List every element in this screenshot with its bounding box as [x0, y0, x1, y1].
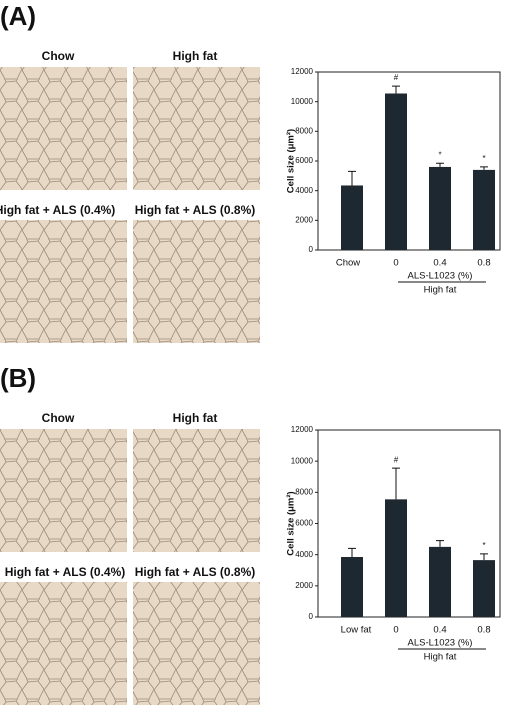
micrograph	[133, 67, 260, 190]
y-tick-label: 8000	[295, 126, 313, 135]
panel-label: (A)	[0, 1, 36, 31]
y-tick-label: 10000	[291, 97, 314, 106]
bar	[385, 499, 407, 617]
error-bar	[348, 170, 356, 186]
y-axis-label: Cell size (μm²)	[286, 491, 297, 555]
panel-label: (B)	[0, 363, 36, 393]
micrograph	[133, 220, 260, 343]
y-tick-label: 4000	[295, 550, 313, 559]
image-caption: High fat	[173, 49, 218, 63]
x-tick-label: 0.4	[433, 258, 446, 269]
error-bar	[392, 467, 400, 500]
group-label: ALS-L1023 (%)	[408, 638, 473, 649]
micrograph	[0, 582, 127, 705]
significance-mark: *	[482, 154, 485, 163]
image-caption: Chow	[42, 49, 75, 63]
bar	[341, 185, 363, 250]
group-label: ALS-L1023 (%)	[408, 271, 473, 282]
image-caption: High fat	[173, 411, 218, 425]
error-bar	[480, 166, 488, 170]
y-tick-label: 2000	[295, 215, 313, 224]
significance-mark: #	[394, 73, 399, 82]
x-tick-label: 0	[393, 258, 398, 269]
x-tick-label: 0.8	[477, 625, 490, 636]
x-tick-label: 0.4	[433, 625, 446, 636]
x-tick-label: Low fat	[341, 625, 372, 636]
image-caption: High fat + ALS (0.4%)	[0, 203, 115, 217]
micrograph	[133, 582, 260, 705]
y-tick-label: 8000	[295, 487, 313, 496]
bar	[385, 93, 407, 250]
y-axis-label: Cell size (μm²)	[286, 129, 297, 193]
error-bar	[436, 540, 444, 547]
significance-mark: *	[482, 541, 485, 550]
y-tick-label: 0	[309, 245, 314, 254]
y-tick-label: 6000	[295, 519, 313, 528]
group-label-2: High fat	[424, 652, 457, 663]
y-tick-label: 4000	[295, 186, 313, 195]
error-bar	[480, 553, 488, 561]
bar	[473, 169, 495, 250]
y-tick-label: 6000	[295, 156, 313, 165]
error-bar	[436, 162, 444, 167]
micrograph	[0, 429, 127, 552]
x-tick-label: 0.8	[477, 258, 490, 269]
y-tick-label: 2000	[295, 581, 313, 590]
micrograph	[0, 67, 127, 190]
y-tick-label: 0	[309, 612, 314, 621]
image-caption: High fat + ALS (0.8%)	[135, 203, 256, 217]
bar	[473, 560, 495, 617]
y-tick-label: 12000	[291, 425, 314, 434]
group-label-2: High fat	[424, 285, 457, 296]
error-bar	[392, 85, 400, 94]
bar	[429, 166, 451, 250]
image-caption: High fat + ALS (0.8%)	[135, 565, 256, 579]
error-bar	[348, 547, 356, 558]
x-tick-label: 0	[393, 625, 398, 636]
significance-mark: *	[438, 150, 441, 159]
image-caption: Chow	[42, 411, 75, 425]
bar	[341, 557, 363, 617]
x-tick-label: Chow	[336, 258, 360, 269]
bar	[429, 546, 451, 617]
micrograph	[0, 220, 127, 343]
y-tick-label: 10000	[291, 456, 314, 465]
significance-mark: #	[394, 455, 399, 464]
micrograph	[133, 429, 260, 552]
y-tick-label: 12000	[291, 67, 314, 76]
image-caption: High fat + ALS (0.4%)	[5, 565, 126, 579]
